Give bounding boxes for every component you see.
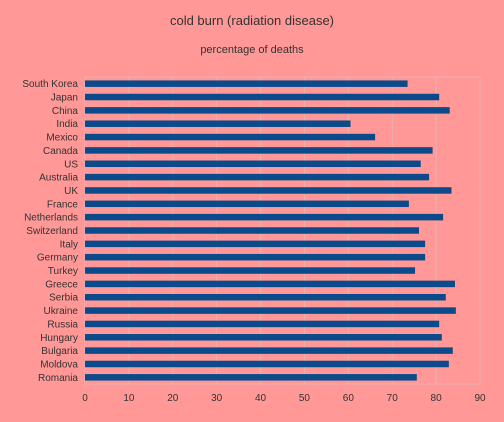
x-tick-label: 50	[299, 393, 311, 404]
category-label: Mexico	[46, 133, 78, 144]
x-tick-label: 30	[211, 393, 223, 404]
category-label: Russia	[47, 319, 78, 330]
bar	[85, 240, 426, 248]
category-label: Greece	[45, 279, 78, 290]
bar	[85, 93, 440, 101]
category-label: Germany	[37, 253, 78, 264]
bar	[85, 80, 408, 87]
x-tick-label: 90	[474, 393, 486, 404]
bar	[85, 147, 433, 154]
x-tick-label: 80	[431, 393, 443, 404]
x-tick-label: 20	[167, 393, 179, 404]
category-label: South Korea	[22, 79, 78, 90]
bar	[85, 213, 444, 221]
category-label: Ukraine	[44, 306, 79, 317]
category-label: Bulgaria	[41, 346, 78, 357]
bar	[85, 253, 426, 261]
category-label: Netherlands	[24, 213, 78, 224]
category-label: UK	[64, 186, 78, 197]
category-label: India	[56, 119, 78, 130]
category-label: Japan	[51, 93, 78, 104]
bar	[85, 360, 449, 368]
bar	[85, 187, 452, 194]
category-label: China	[52, 106, 79, 117]
chart-title: cold burn (radiation disease)	[169, 13, 335, 28]
x-tick-label: 10	[123, 393, 135, 404]
category-label: Italy	[60, 239, 78, 250]
bar	[85, 374, 417, 381]
bar	[85, 133, 376, 141]
x-tick-label: 0	[82, 393, 88, 404]
x-tick-label: 60	[343, 393, 355, 404]
bar	[85, 334, 442, 341]
category-label: France	[47, 199, 79, 210]
bar	[85, 200, 409, 208]
bar	[85, 227, 419, 234]
category-label: Romania	[38, 373, 78, 384]
bar	[85, 107, 450, 114]
bar	[85, 320, 440, 328]
bar	[85, 173, 430, 181]
chart-subtitle: percentage of deaths	[200, 44, 304, 56]
x-tick-label: 70	[387, 393, 399, 404]
bar	[85, 280, 455, 288]
bar	[85, 120, 351, 127]
x-tick-label: 40	[255, 393, 267, 404]
category-label: Canada	[43, 146, 78, 157]
category-label: Turkey	[48, 266, 78, 277]
bar	[85, 293, 446, 301]
bar	[85, 160, 421, 168]
category-label: Serbia	[49, 293, 78, 304]
bar	[85, 347, 453, 354]
bar	[85, 267, 416, 274]
category-label: Australia	[39, 173, 78, 184]
category-label: Hungary	[40, 333, 78, 344]
bar	[85, 307, 456, 314]
category-label: Switzerland	[26, 226, 78, 237]
category-label: Moldova	[40, 359, 78, 370]
category-label: US	[64, 159, 78, 170]
